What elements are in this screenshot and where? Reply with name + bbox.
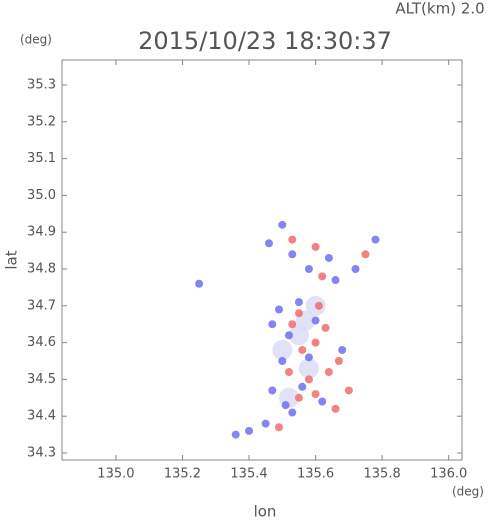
echo-point [311,316,320,325]
echo-point [298,358,319,379]
echo-point [288,250,297,259]
echo-point [281,401,290,410]
y-axis-label: lat [3,250,21,269]
chart-title: 2015/10/23 18:30:37 [138,27,392,55]
echo-point [231,430,240,439]
echo-point [304,353,313,362]
y-tick-label: 34.3 [27,446,56,461]
y-tick-label: 34.8 [27,262,56,277]
echo-point [311,390,320,399]
x-axis-label: lon [254,503,277,521]
echo-point [324,253,333,262]
y-tick-label: 34.6 [27,335,56,350]
echo-point [334,357,343,366]
echo-point [268,386,277,395]
echo-point [268,320,277,329]
y-tick-label: 35.1 [27,151,56,166]
echo-point [294,393,303,402]
y-tick-label: 34.5 [27,372,56,387]
plot-frame [61,59,463,461]
x-tick-label: 135.8 [364,467,401,482]
y-tick-label: 35.0 [27,188,56,203]
echo-point [284,331,293,340]
x-tick-label: 135.6 [297,467,334,482]
echo-point [288,408,297,417]
echo-point [351,265,360,274]
echo-point [298,345,307,354]
x-unit: (deg) [452,485,484,499]
echo-point [324,368,333,377]
y-tick-label: 34.7 [27,298,56,313]
echo-point [274,305,283,314]
altitude-label: ALT(km) 2.0 [395,0,484,18]
x-tick-label: 135.4 [230,467,267,482]
echo-point [344,386,353,395]
echo-point [272,339,293,360]
echo-point [318,272,327,281]
echo-point [245,426,254,435]
echo-point [288,320,297,329]
echo-point [331,276,340,285]
echo-point [314,301,323,310]
y-tick-label: 35.3 [27,78,56,93]
y-tick-label: 35.2 [27,114,56,129]
x-tick-label: 135.2 [164,467,201,482]
echo-point [311,242,320,251]
echo-point [261,419,270,428]
echo-point [195,279,204,288]
echo-point [331,404,340,413]
echo-point [304,375,313,384]
echo-point [318,397,327,406]
y-unit: (deg) [20,33,52,47]
echo-point [278,357,287,366]
echo-point [294,309,303,318]
echo-point [264,239,273,248]
echo-point [361,250,370,259]
y-tick-label: 34.9 [27,225,56,240]
echo-point [304,265,313,274]
echo-point [278,220,287,229]
y-tick-label: 34.4 [27,409,56,424]
x-tick-label: 136.0 [430,467,467,482]
echo-point [288,235,297,244]
x-tick-label: 135.0 [97,467,134,482]
echo-point [284,368,293,377]
echo-point [311,338,320,347]
echo-point [371,235,380,244]
echo-point [298,382,307,391]
echo-point [274,423,283,432]
echo-point [338,345,347,354]
echo-point [321,323,330,332]
echo-point [294,298,303,307]
